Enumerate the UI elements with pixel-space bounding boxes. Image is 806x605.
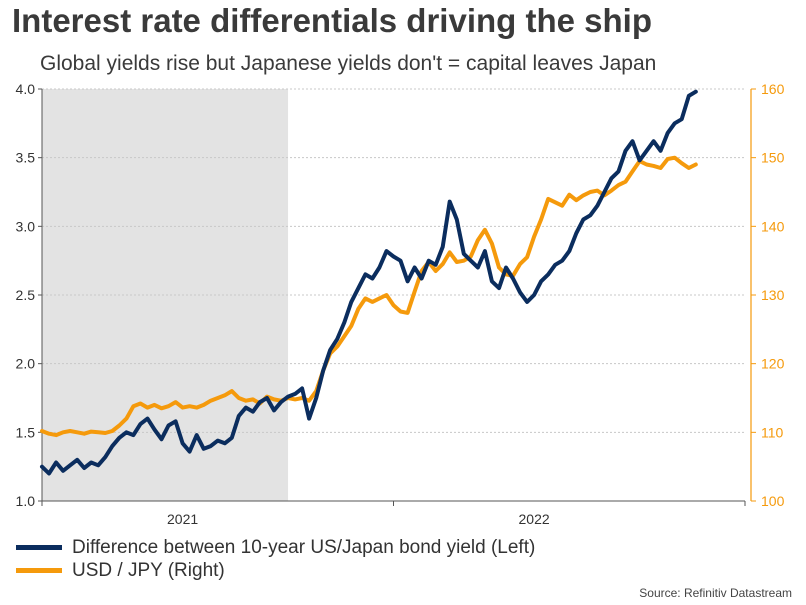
legend-item-left-series: Difference between 10-year US/Japan bond… [16, 536, 535, 559]
legend-label-right: USD / JPY (Right) [72, 559, 225, 581]
left-tick-label: 2.0 [16, 356, 36, 372]
legend-label-left: Difference between 10-year US/Japan bond… [72, 536, 536, 558]
x-tick-label: 2021 [167, 511, 198, 527]
left-tick-label: 3.5 [16, 150, 36, 166]
x-axis-ticks: 2021 2022 [41, 501, 746, 527]
gridlines [42, 88, 745, 433]
left-tick-label: 3.0 [16, 218, 36, 234]
chart-title: Interest rate differentials driving the … [12, 2, 652, 39]
source-note: Source: Refinitiv Datastream [639, 586, 792, 600]
legend-item-right-series: USD / JPY (Right) [16, 559, 535, 582]
chart-subtitle: Global yields rise but Japanese yields d… [40, 52, 657, 75]
left-tick-label: 1.5 [16, 424, 36, 440]
right-tick-label: 150 [761, 150, 785, 166]
series-line-usdjpy [40, 155, 698, 438]
series-line-yield-differential [40, 89, 698, 476]
left-tick-label: 4.0 [16, 81, 36, 97]
legend: Difference between 10-year US/Japan bond… [16, 536, 535, 582]
right-tick-label: 160 [761, 81, 785, 97]
right-tick-label: 100 [761, 493, 785, 509]
right-tick-label: 140 [761, 218, 785, 234]
legend-swatch-right [16, 568, 62, 573]
chart-canvas: 1.0 1.5 2.0 2.5 3.0 3.5 4.0 100 110 120 130 140 150… [16, 81, 785, 527]
left-tick-label: 2.5 [16, 287, 36, 303]
right-tick-label: 120 [761, 356, 785, 372]
right-tick-label: 110 [761, 424, 784, 440]
series-lines [40, 89, 698, 476]
left-axis-ticks: 1.0 1.5 2.0 2.5 3.0 3.5 4.0 [16, 81, 42, 509]
right-tick-label: 130 [761, 287, 785, 303]
x-tick-label: 2022 [519, 511, 550, 527]
right-axis-ticks: 100 110 120 130 140 150 160 [751, 81, 785, 509]
legend-swatch-left [16, 545, 62, 550]
left-tick-label: 1.0 [16, 493, 36, 509]
